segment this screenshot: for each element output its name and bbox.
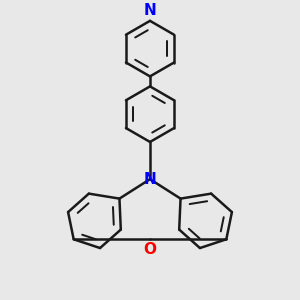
Text: N: N (144, 3, 156, 18)
Text: O: O (143, 242, 157, 257)
Text: N: N (144, 172, 156, 187)
